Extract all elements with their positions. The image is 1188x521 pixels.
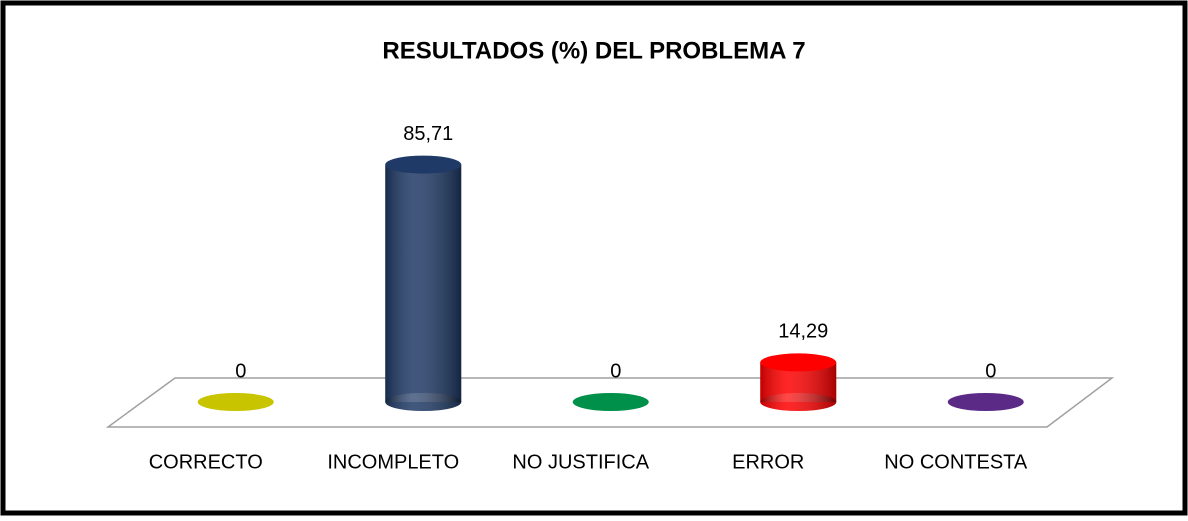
bar-shade-bottom [385,393,462,411]
value-label: 14,29 [778,321,828,343]
bar-shade-bottom [760,393,837,411]
x-tick-label: INCOMPLETO [327,451,459,473]
bar-top [760,353,837,372]
bar-top [947,393,1024,411]
x-tick-label: NO JUSTIFICA [512,451,649,473]
x-tick-label: CORRECTO [149,451,263,473]
value-label: 0 [985,360,996,382]
value-label: 0 [235,360,246,382]
x-tick-label: NO CONTESTA [884,451,1028,473]
chart-title: RESULTADOS (%) DEL PROBLEMA 7 [382,37,805,64]
x-tick-label: ERROR [732,451,804,473]
bar-top [385,155,462,174]
bar-top [197,393,274,411]
bar-top [572,393,649,411]
bar-shade [385,164,462,402]
value-label: 85,71 [403,123,453,145]
value-label: 0 [610,360,621,382]
